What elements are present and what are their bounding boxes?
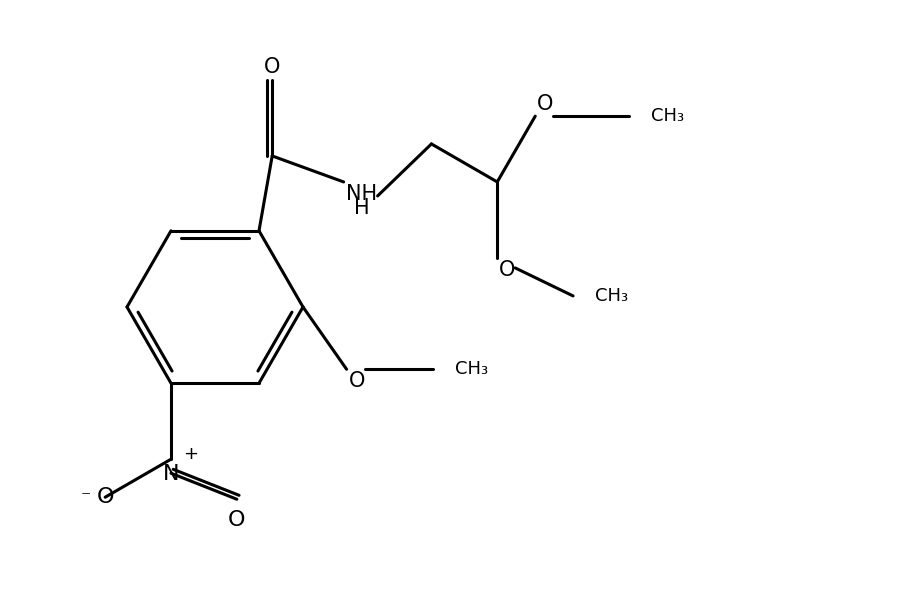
Text: O: O — [537, 94, 553, 114]
Text: CH₃: CH₃ — [652, 107, 684, 125]
Text: O: O — [96, 488, 114, 507]
Text: H: H — [354, 198, 369, 218]
Text: O: O — [228, 510, 246, 530]
Text: O: O — [264, 57, 280, 77]
Text: O: O — [349, 371, 365, 391]
Text: O: O — [499, 260, 515, 280]
Text: N: N — [163, 464, 179, 484]
Text: +: + — [183, 445, 198, 463]
Text: NH: NH — [346, 184, 377, 204]
Text: ⁻: ⁻ — [81, 488, 91, 507]
Text: CH₃: CH₃ — [455, 360, 488, 378]
Text: CH₃: CH₃ — [595, 287, 628, 305]
